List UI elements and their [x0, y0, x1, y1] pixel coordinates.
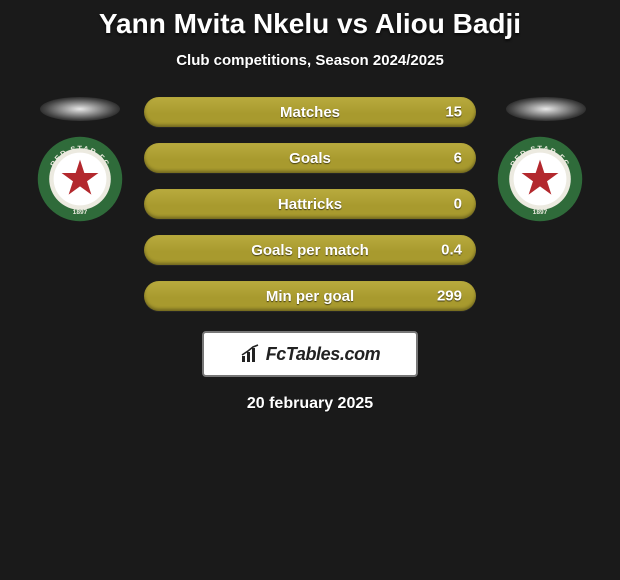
bar-chart-icon — [240, 344, 262, 364]
club-badge-right: RED STAR FC 1897 — [496, 135, 584, 223]
halo-left — [40, 97, 120, 121]
stat-label: Goals — [289, 150, 331, 167]
svg-text:1897: 1897 — [73, 209, 88, 216]
stat-value-right: 0 — [454, 196, 462, 213]
stat-label: Goals per match — [251, 242, 369, 259]
stat-label: Hattricks — [278, 196, 342, 213]
stat-bar: Min per goal 299 — [144, 281, 476, 311]
comparison-body: RED STAR FC 1897 Matches 15 Goals 6 Hattrick… — [0, 97, 620, 311]
comparison-date: 20 february 2025 — [247, 395, 373, 413]
brand-text: FcTables.com — [266, 344, 381, 365]
stat-bar: Goals 6 — [144, 143, 476, 173]
stat-bar: Hattricks 0 — [144, 189, 476, 219]
stat-label: Matches — [280, 104, 340, 121]
svg-text:1897: 1897 — [533, 209, 548, 216]
stat-bar: Goals per match 0.4 — [144, 235, 476, 265]
player-left-column: RED STAR FC 1897 — [30, 97, 130, 223]
stat-value-right: 15 — [445, 104, 462, 121]
stat-label: Min per goal — [266, 288, 354, 305]
subtitle: Club competitions, Season 2024/2025 — [176, 52, 444, 69]
halo-right — [506, 97, 586, 121]
stat-value-right: 6 — [454, 150, 462, 167]
stat-value-right: 0.4 — [441, 242, 462, 259]
player-right-column: RED STAR FC 1897 — [490, 97, 590, 223]
brand-badge: FcTables.com — [202, 331, 418, 377]
club-badge-left: RED STAR FC 1897 — [36, 135, 124, 223]
stats-column: Matches 15 Goals 6 Hattricks 0 Goals per match… — [130, 97, 490, 311]
page-title: Yann Mvita Nkelu vs Aliou Badji — [99, 8, 521, 40]
comparison-card: Yann Mvita Nkelu vs Aliou Badji Club com… — [0, 0, 620, 580]
stat-bar: Matches 15 — [144, 97, 476, 127]
stat-value-right: 299 — [437, 288, 462, 305]
